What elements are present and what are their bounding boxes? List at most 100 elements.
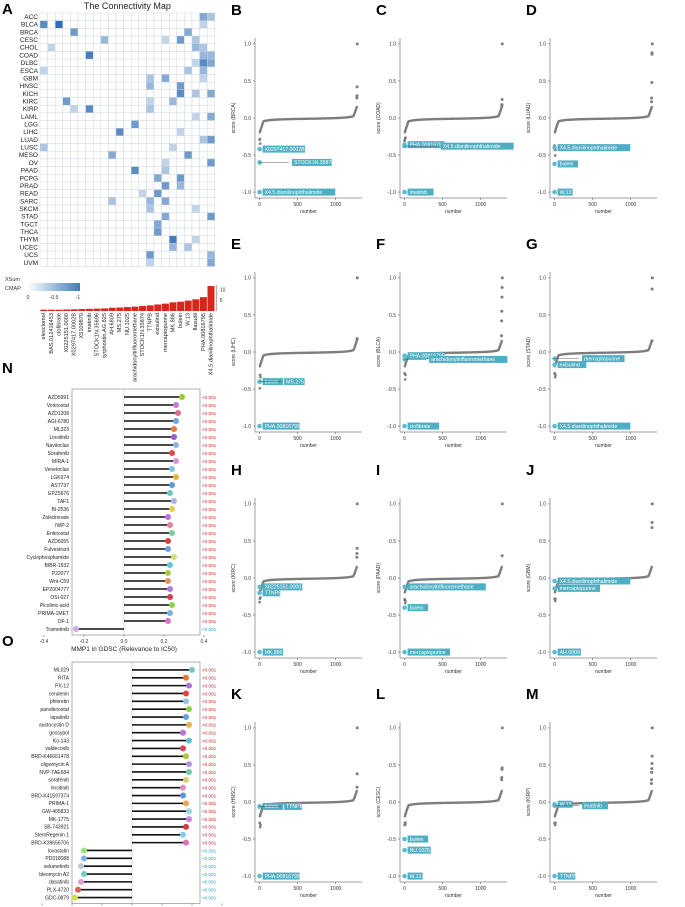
heatmap-cell (130, 104, 139, 114)
heatmap-cell (168, 97, 177, 106)
bar-legend-label: XSum (5, 277, 20, 283)
heatmap-cell (85, 250, 94, 259)
drug-label: phloretin (50, 699, 69, 705)
heatmap-cell (146, 250, 155, 259)
drug-label: BI-2536 (51, 507, 69, 513)
heatmap-cell (146, 174, 155, 183)
heatmap-cell (100, 197, 109, 206)
heatmap-cell (161, 189, 170, 198)
heatmap-cell (184, 220, 193, 229)
heatmap-cell (39, 97, 48, 106)
heatmap-cell (168, 51, 177, 60)
lollipop-dot (81, 847, 87, 854)
xsum-bar (108, 307, 116, 311)
heatmap-cell (153, 227, 162, 236)
heatmap-column-label: elesclomol (41, 313, 47, 339)
annotation-label: STOCK1N.35874 (294, 160, 334, 166)
heatmap-cell (115, 235, 124, 244)
heatmap-cell (115, 112, 124, 121)
annotation-box (407, 352, 445, 360)
heatmap-cell (62, 51, 71, 60)
drug-label: Cyclophosphamide (26, 555, 69, 561)
lollipop-dot (180, 792, 186, 799)
heatmap-cell (138, 135, 147, 144)
x-tick-label: 500 (293, 662, 302, 668)
annotation-label: X4.5.dianilinophthalimide (560, 424, 618, 430)
heatmap-cell (146, 58, 155, 67)
x-tick-label: 0.2 (161, 639, 168, 645)
heatmap-cell (77, 35, 86, 44)
heatmap-cell (39, 189, 48, 198)
score-curve (258, 105, 358, 134)
heatmap-cell (146, 28, 155, 37)
heatmap-cell (184, 104, 193, 114)
heatmap-cell (161, 174, 170, 183)
heatmap-cell (77, 43, 86, 52)
xsum-bar (116, 307, 124, 311)
annotated-point (552, 189, 557, 195)
heatmap-cell (115, 66, 124, 75)
heatmap-cell (115, 135, 124, 144)
heatmap-cell (161, 227, 170, 236)
heatmap-row-label: CHOL (20, 45, 38, 52)
panel-letter-L: L (376, 686, 385, 703)
x-axis-label: number (595, 209, 612, 215)
heatmap-cell (161, 81, 170, 91)
heatmap-cell (123, 135, 132, 144)
heatmap-row-label: LUAD (21, 137, 39, 144)
xsum-bar (192, 299, 200, 311)
heatmap-cell (123, 66, 132, 75)
heatmap-cell (108, 220, 117, 229)
heatmap-cell (123, 104, 132, 114)
annotation-label: mercaptopurine (584, 356, 620, 362)
heatmap-cell (161, 28, 170, 37)
heatmap-cell (168, 235, 177, 244)
heatmap-cell (184, 74, 193, 83)
heatmap-cell (62, 204, 71, 213)
drug-label: AGI-6780 (48, 419, 70, 425)
heatmap-cell (62, 197, 71, 206)
heatmap-cell (62, 189, 71, 198)
heatmap-cell (123, 97, 132, 106)
heatmap-cell (161, 158, 170, 167)
heatmap-cell (39, 74, 48, 83)
heatmap-cell (153, 12, 162, 21)
scatter-panel-K: 1.0 0.5 0.0 -0.5 -1.0 0 500 1000 number score (HN… (231, 722, 362, 899)
heatmap-cell (161, 97, 170, 106)
heatmap-cell (153, 250, 162, 259)
heatmap-cell (123, 127, 132, 137)
heatmap-cell (70, 127, 79, 137)
heatmap-row-label: ACC (24, 14, 38, 21)
lollipop-dot (186, 721, 192, 728)
heatmap-cell (123, 174, 132, 183)
x-tick-label: 0 (553, 886, 556, 892)
heatmap-cell (176, 97, 185, 106)
heatmap-cell (161, 135, 170, 144)
heatmap-cell (168, 212, 177, 221)
heatmap-cell (55, 181, 64, 190)
score-point (500, 319, 504, 323)
drug-label: lovastatin (48, 848, 69, 854)
heatmap-cell (55, 20, 64, 29)
heatmap-cell (206, 235, 215, 244)
heatmap-cell (77, 135, 86, 144)
heatmap-column-label: X0225151.0000 (64, 313, 70, 353)
heatmap-cell (39, 12, 48, 21)
annotation-label: clofibrate (410, 424, 431, 430)
heatmap-cell (138, 81, 147, 91)
heatmap-cell (176, 51, 185, 60)
drug-label: BRD-K46661478 (31, 754, 69, 760)
heatmap-cell (176, 89, 185, 98)
heatmap-cell (199, 235, 208, 244)
heatmap-cell (55, 74, 64, 83)
y-tick-label: -0.5 (242, 387, 251, 393)
heatmap-row-label: CESC (20, 37, 38, 44)
heatmap-cell (92, 189, 101, 198)
drug-label: Navitoclax (46, 443, 70, 449)
heatmap-cell (77, 197, 86, 206)
y-tick-label: 0.5 (244, 539, 251, 545)
y-tick-label: 0.0 (244, 350, 251, 356)
x-axis-label: number (445, 443, 462, 449)
heatmap-cell (176, 127, 185, 137)
y-tick-label: 0.0 (244, 576, 251, 582)
